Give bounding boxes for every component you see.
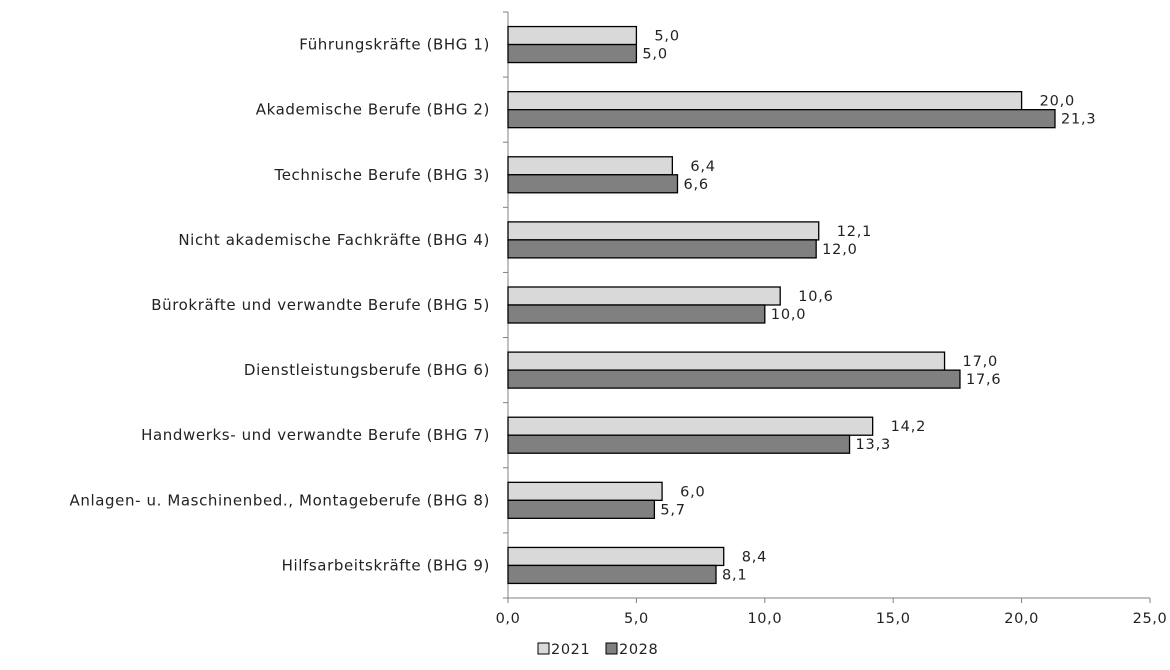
bar-2021 — [507, 286, 781, 306]
category-label: Technische Berufe (BHG 3) — [273, 166, 490, 184]
data-label-2028: 13,3 — [856, 437, 892, 453]
x-tick-label: 15,0 — [876, 611, 911, 627]
bar-2028 — [507, 369, 961, 389]
bar-2021 — [507, 481, 663, 501]
data-label-2028: 5,7 — [660, 502, 685, 518]
x-tick-label: 20,0 — [1004, 611, 1039, 627]
bar-2028 — [507, 174, 679, 194]
data-label-2028: 8,1 — [722, 567, 747, 583]
bar-2028 — [507, 43, 638, 64]
data-label-2021: 5,0 — [654, 29, 679, 45]
data-label-2028: 6,6 — [683, 177, 708, 193]
data-label-2028: 5,0 — [642, 47, 667, 63]
bar-2028 — [507, 499, 656, 519]
bar-2021 — [507, 156, 674, 176]
data-label-2021: 6,4 — [690, 159, 715, 175]
x-tick-label: 5,0 — [624, 611, 649, 627]
category-label: Führungskräfte (BHG 1) — [299, 36, 490, 54]
bar-2021 — [507, 91, 1023, 111]
category-label: Hilfsarbeitskräfte (BHG 9) — [282, 556, 490, 574]
data-label-2021: 14,2 — [891, 419, 927, 435]
legend-swatch-2028 — [605, 642, 618, 655]
bar-2028 — [507, 304, 766, 324]
x-tick-label: 25,0 — [1133, 611, 1168, 627]
legend-swatch-2021 — [537, 642, 550, 655]
bar-2028 — [507, 239, 817, 259]
category-label: Akademische Berufe (BHG 2) — [256, 101, 490, 119]
bar-2028 — [507, 109, 1056, 129]
category-label: Nicht akademische Fachkräfte (BHG 4) — [178, 231, 490, 249]
legend-label-2028: 2028 — [619, 642, 658, 658]
legend-label-2021: 2021 — [551, 642, 590, 658]
bar-2021 — [507, 351, 946, 371]
bar-2028 — [507, 434, 851, 454]
data-label-2021: 12,1 — [837, 224, 873, 240]
bar-2021 — [507, 546, 725, 567]
data-label-2021: 20,0 — [1040, 94, 1076, 110]
bar-2021 — [507, 416, 874, 436]
category-label: Handwerks- und verwandte Berufe (BHG 7) — [141, 426, 490, 444]
data-label-2028: 17,6 — [966, 372, 1002, 388]
x-tick-label: 10,0 — [747, 611, 782, 627]
data-label-2028: 21,3 — [1061, 112, 1097, 128]
x-tick-label: 0,0 — [496, 611, 521, 627]
data-label-2021: 8,4 — [742, 549, 767, 565]
data-label-2028: 12,0 — [822, 242, 858, 258]
category-label: Anlagen- u. Maschinenbed., Montageberufe… — [70, 491, 490, 509]
data-label-2021: 17,0 — [963, 354, 999, 370]
data-label-2021: 10,6 — [798, 289, 834, 305]
bar-2021 — [507, 25, 638, 46]
bar-2028 — [507, 564, 717, 585]
data-label-2028: 10,0 — [771, 307, 807, 323]
bar-2021 — [507, 221, 820, 241]
category-label: Bürokräfte und verwandte Berufe (BHG 5) — [151, 296, 490, 314]
data-label-2021: 6,0 — [680, 484, 705, 500]
category-label: Dienstleistungsberufe (BHG 6) — [244, 361, 490, 379]
